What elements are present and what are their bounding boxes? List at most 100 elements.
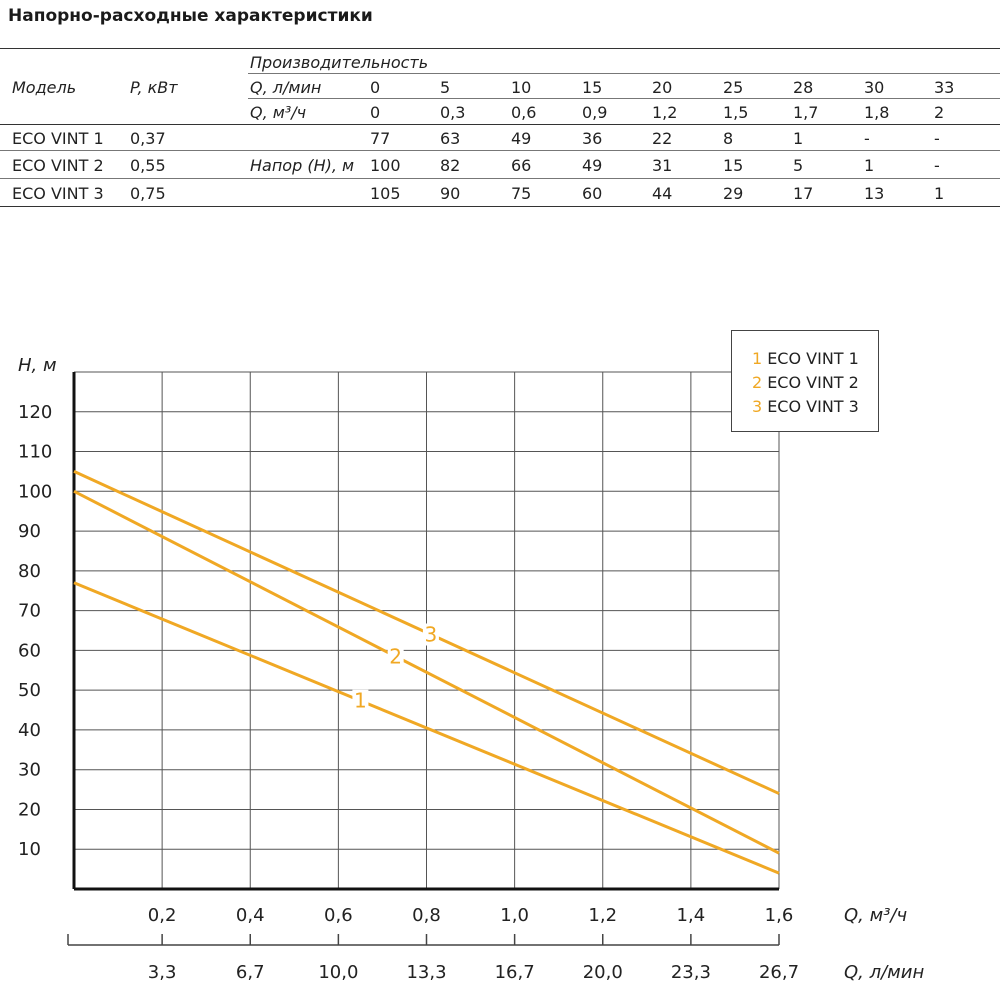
q-m3h-cell: 0,3 bbox=[440, 103, 466, 122]
head-value-cell: 22 bbox=[652, 129, 673, 148]
x2-tick-label: 6,7 bbox=[236, 962, 265, 983]
chart-legend: 1 ECO VINT 1 2 ECO VINT 2 3 ECO VINT 3 bbox=[731, 330, 879, 432]
q-lmin-cell: 15 bbox=[582, 78, 603, 97]
col-header-performance: Производительность bbox=[250, 53, 429, 72]
page-title: Напорно-расходные характеристики bbox=[8, 6, 373, 26]
col-header-power: P, кВт bbox=[130, 78, 178, 97]
head-value-cell: 90 bbox=[440, 184, 461, 203]
power-cell: 0,37 bbox=[130, 129, 166, 148]
y-tick-label: 80 bbox=[18, 561, 41, 582]
q-m3h-cell: 1,2 bbox=[652, 103, 678, 122]
legend-label: ECO VINT 2 bbox=[767, 373, 859, 392]
legend-item: 3 ECO VINT 3 bbox=[752, 397, 859, 416]
col-header-model: Модель bbox=[12, 78, 77, 97]
series-line bbox=[73, 581, 780, 875]
q-m3h-cell: 1,7 bbox=[793, 103, 819, 122]
head-value-cell: 29 bbox=[723, 184, 744, 203]
row-label-head: Напор (H), м bbox=[250, 156, 355, 175]
q-m3h-cell: 1,5 bbox=[723, 103, 749, 122]
x-tick-label: 1,4 bbox=[677, 905, 706, 926]
q-lmin-cell: 25 bbox=[723, 78, 744, 97]
head-value-cell: 77 bbox=[370, 129, 391, 148]
legend-number: 1 bbox=[752, 349, 763, 368]
q-lmin-cell: 28 bbox=[793, 78, 814, 97]
series-number-label: 1 bbox=[354, 689, 367, 713]
table-header-bottom-rule bbox=[0, 124, 1000, 125]
model-cell: ECO VINT 1 bbox=[12, 129, 104, 148]
head-value-cell: 82 bbox=[440, 156, 461, 175]
y-tick-label: 120 bbox=[18, 402, 52, 423]
q-lmin-cell: 20 bbox=[652, 78, 673, 97]
x-tick-label: 0,6 bbox=[324, 905, 353, 926]
q-lmin-cell: 30 bbox=[864, 78, 885, 97]
x2-tick-label: 16,7 bbox=[495, 962, 535, 983]
x-tick-label: 0,8 bbox=[412, 905, 441, 926]
head-value-cell: 17 bbox=[793, 184, 814, 203]
series-label-bg bbox=[352, 689, 369, 712]
q-m3h-cell: 2 bbox=[934, 103, 945, 122]
table-bottom-rule bbox=[0, 206, 1000, 207]
head-value-cell: 44 bbox=[652, 184, 673, 203]
series-number-label: 3 bbox=[425, 623, 438, 647]
legend-number: 3 bbox=[752, 397, 763, 416]
x2-tick-label: 3,3 bbox=[148, 962, 177, 983]
head-value-cell: 49 bbox=[582, 156, 603, 175]
head-value-cell: 1 bbox=[934, 184, 945, 203]
head-value-cell: 60 bbox=[582, 184, 603, 203]
x2-tick-label: 23,3 bbox=[671, 962, 711, 983]
q-lmin-cell: 33 bbox=[934, 78, 955, 97]
series-label-bg bbox=[422, 623, 439, 646]
x-tick-label: 1,2 bbox=[588, 905, 617, 926]
head-value-cell: - bbox=[864, 129, 870, 148]
head-value-cell: 8 bbox=[723, 129, 734, 148]
y-tick-label: 70 bbox=[18, 601, 41, 622]
head-value-cell: 13 bbox=[864, 184, 885, 203]
head-value-cell: 31 bbox=[652, 156, 673, 175]
table-top-rule bbox=[0, 48, 1000, 49]
y-tick-label: 10 bbox=[18, 839, 41, 860]
model-cell: ECO VINT 3 bbox=[12, 184, 104, 203]
series-label-bg bbox=[387, 645, 404, 668]
y-tick-label: 90 bbox=[18, 521, 41, 542]
x-axis-label: Q, м³/ч bbox=[844, 905, 907, 926]
q-lmin-cell: 10 bbox=[511, 78, 532, 97]
head-value-cell: 1 bbox=[864, 156, 875, 175]
table-perf-rule bbox=[248, 73, 1000, 74]
legend-item: 1 ECO VINT 1 bbox=[752, 349, 859, 368]
x-tick-label: 1,0 bbox=[500, 905, 529, 926]
x2-tick-label: 26,7 bbox=[759, 962, 799, 983]
x2-tick-label: 10,0 bbox=[318, 962, 358, 983]
power-cell: 0,75 bbox=[130, 184, 166, 203]
y-tick-label: 30 bbox=[18, 760, 41, 781]
series-line bbox=[73, 489, 780, 855]
model-cell: ECO VINT 2 bbox=[12, 156, 104, 175]
head-value-cell: 49 bbox=[511, 129, 532, 148]
head-value-cell: - bbox=[934, 129, 940, 148]
head-value-cell: - bbox=[934, 156, 940, 175]
legend-label: ECO VINT 1 bbox=[767, 349, 859, 368]
x-tick-label: 1,6 bbox=[765, 905, 794, 926]
x2-axis-label: Q, л/мин bbox=[844, 962, 924, 983]
x2-tick-label: 20,0 bbox=[583, 962, 623, 983]
head-value-cell: 105 bbox=[370, 184, 401, 203]
head-value-cell: 1 bbox=[793, 129, 804, 148]
series-number-label: 2 bbox=[389, 644, 402, 668]
x-tick-label: 0,2 bbox=[148, 905, 177, 926]
table-q-rule bbox=[248, 98, 1000, 99]
table-row-rule bbox=[0, 150, 1000, 151]
head-value-cell: 15 bbox=[723, 156, 744, 175]
x2-tick-label: 13,3 bbox=[406, 962, 446, 983]
head-value-cell: 100 bbox=[370, 156, 401, 175]
y-tick-label: 20 bbox=[18, 799, 41, 820]
q-m3h-cell: 0,9 bbox=[582, 103, 608, 122]
head-value-cell: 66 bbox=[511, 156, 532, 175]
row-label-q-m3h: Q, м³/ч bbox=[250, 103, 307, 122]
q-m3h-cell: 0,6 bbox=[511, 103, 537, 122]
y-tick-label: 60 bbox=[18, 640, 41, 661]
head-value-cell: 5 bbox=[793, 156, 804, 175]
q-m3h-cell: 1,8 bbox=[864, 103, 890, 122]
head-value-cell: 75 bbox=[511, 184, 532, 203]
q-lmin-cell: 0 bbox=[370, 78, 381, 97]
legend-item: 2 ECO VINT 2 bbox=[752, 373, 859, 392]
